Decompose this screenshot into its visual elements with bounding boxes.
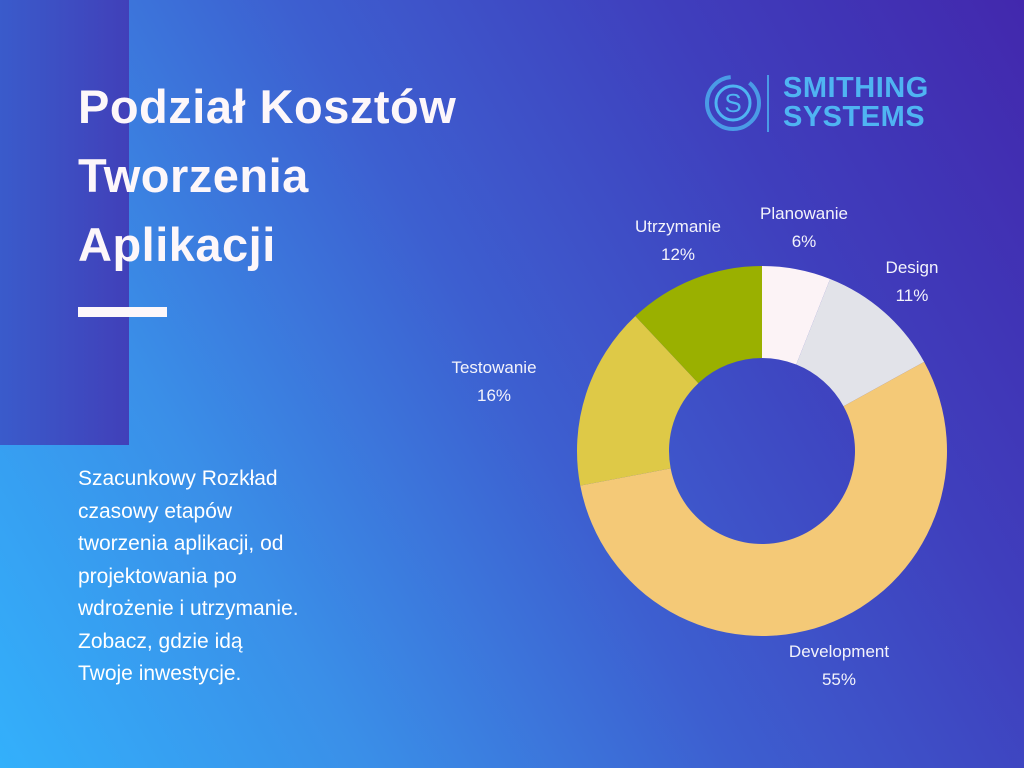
slice-name: Development: [788, 642, 890, 661]
slice-name: Utrzymanie: [635, 217, 721, 236]
logo-line: SYSTEMS: [783, 101, 926, 133]
slice-utrzymanie: [635, 266, 762, 384]
title-underline: [78, 307, 167, 317]
slice-label-testowanie: Testowanie 16%: [451, 354, 536, 410]
logo-line: SMITHING: [783, 72, 929, 104]
slice-value: 11%: [895, 286, 929, 305]
page-title: Podział Kosztów Tworzenia Aplikacji: [78, 72, 456, 279]
slice-name: Planowanie: [760, 204, 848, 223]
slice-label-utrzymanie: Utrzymanie 12%: [635, 213, 721, 269]
slice-label-development: Development 55%: [789, 638, 889, 694]
description-line: czasowy etapów: [78, 499, 233, 523]
decorative-block: [0, 0, 129, 445]
description-line: Twoje inwestycje.: [78, 662, 242, 685]
logo-divider: [767, 75, 769, 132]
slice-value: 12%: [660, 245, 696, 264]
slice-value: 55%: [821, 670, 857, 689]
slice-planowanie: [762, 266, 831, 365]
title-line: Aplikacji: [78, 218, 276, 271]
slice-name: Testowanie: [451, 358, 537, 377]
slice-testowanie: [577, 316, 699, 486]
slice-design: [796, 278, 925, 407]
description: Szacunkowy Rozkład czasowy etapów tworze…: [78, 463, 378, 691]
title-line: Podział Kosztów: [78, 80, 457, 133]
slice-label-design: Design 11%: [886, 254, 939, 310]
description-line: tworzenia aplikacji, od: [78, 532, 284, 555]
svg-text:S: S: [724, 88, 741, 118]
description-line: projektowania po: [78, 564, 237, 588]
slice-value: 16%: [476, 386, 512, 405]
smithing-systems-logo: S SMITHING SYSTEMS: [703, 72, 953, 134]
logo-s-icon: S: [705, 75, 761, 131]
title-line: Tworzenia: [78, 149, 309, 202]
slice-label-planowanie: Planowanie 6%: [760, 200, 848, 256]
slice-name: Design: [885, 258, 939, 277]
slice-development: [580, 361, 947, 636]
description-line: wdrożenie i utrzymanie.: [78, 597, 299, 620]
description-line: Zobacz, gdzie idą: [78, 629, 243, 653]
description-line: Szacunkowy Rozkład: [78, 467, 278, 490]
logo-text: SMITHING SYSTEMS: [783, 74, 929, 132]
slice-value: 6%: [791, 232, 817, 251]
